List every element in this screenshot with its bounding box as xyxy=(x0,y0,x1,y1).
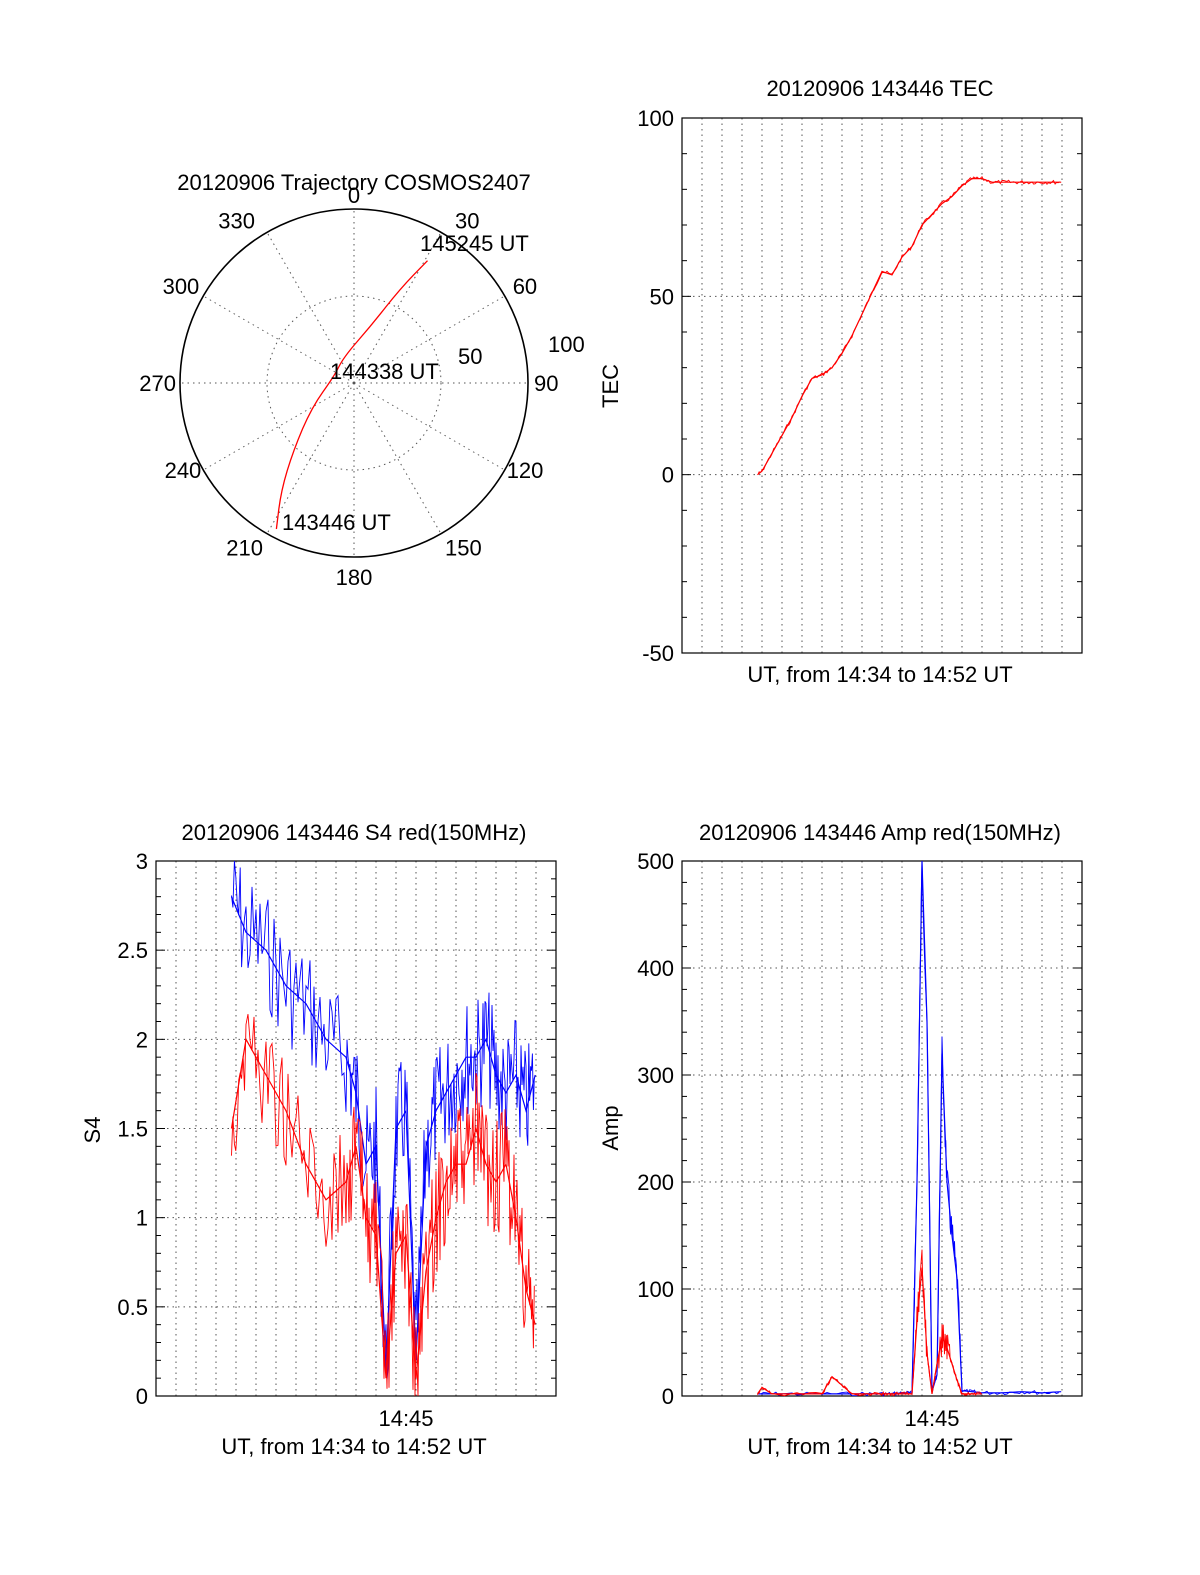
ytick-label: 0 xyxy=(136,1384,148,1409)
polar-labels: 0 30 60 90 120 150 180 210 240 270 300 330 50 100 1452… xyxy=(139,183,584,590)
ytick-label: 300 xyxy=(637,1063,674,1088)
polar-track xyxy=(275,260,428,530)
polar-grid xyxy=(179,208,529,558)
series-noise-1 xyxy=(757,1249,982,1397)
s4-ylabel: S4 xyxy=(80,1117,105,1144)
ytick-label: 2.5 xyxy=(117,938,148,963)
tec-ylabel: TEC xyxy=(598,364,623,408)
polar-angle-label-210: 210 xyxy=(226,536,263,561)
annotation-start-time: 143446 UT xyxy=(282,510,391,535)
ytick-label: 1 xyxy=(136,1206,148,1231)
ytick-label: 3 xyxy=(136,849,148,874)
polar-spoke-60 xyxy=(353,295,505,384)
polar-spoke-210 xyxy=(266,382,355,534)
polar-spoke-300 xyxy=(203,295,355,384)
ytick-label: 0.5 xyxy=(117,1295,148,1320)
ytick-label: 200 xyxy=(637,1170,674,1195)
ytick-label: 400 xyxy=(637,956,674,981)
annotation-mid-time: 144338 UT xyxy=(330,359,439,384)
tec-plot: 20120906 143446 TEC UT, from 14:34 to 14… xyxy=(598,76,1083,687)
amp-xlabel: UT, from 14:34 to 14:52 UT xyxy=(747,1434,1012,1459)
polar-angle-label-120: 120 xyxy=(507,458,544,483)
polar-spoke-120 xyxy=(353,382,505,471)
polar-spoke-240 xyxy=(203,382,355,471)
tec-title: 20120906 143446 TEC xyxy=(766,76,993,101)
series-noise-0 xyxy=(757,175,1060,476)
xtick-label: 14:45 xyxy=(904,1406,959,1431)
amp-plot: 20120906 143446 Amp red(150MHz) UT, from… xyxy=(598,820,1083,1459)
series-noise-1 xyxy=(231,1014,535,1397)
s4-plot-body: 0 0.5 1 1.5 2 2.5 3 14:45 xyxy=(117,849,557,1431)
amp-plot-body: 0 100 200 300 400 500 14:45 xyxy=(637,849,1083,1431)
s4-plot: 20120906 143446 S4 red(150MHz) UT, from … xyxy=(80,820,557,1459)
ytick-label: 100 xyxy=(637,1277,674,1302)
polar-angle-label-90: 90 xyxy=(534,371,558,396)
series-line-0 xyxy=(757,178,1062,476)
polar-radial-label-100: 100 xyxy=(548,332,585,357)
polar-title: 20120906 Trajectory COSMOS2407 xyxy=(177,170,530,195)
polar-angle-label-300: 300 xyxy=(163,274,200,299)
polar-radial-label-50: 50 xyxy=(458,344,482,369)
ytick-label: 50 xyxy=(650,284,674,309)
amp-title: 20120906 143446 Amp red(150MHz) xyxy=(699,820,1061,845)
plot-frame xyxy=(681,860,1083,1397)
trajectory-polar-plot: 20120906 Trajectory COSMOS2407 0 30 60 90 12… xyxy=(139,170,584,590)
series-noise-0 xyxy=(757,860,1059,1397)
ytick-label: 0 xyxy=(662,463,674,488)
tec-plot-body: -50 0 50 100 xyxy=(637,106,1083,666)
series-noise-0 xyxy=(231,860,535,1381)
polar-outer-circle xyxy=(179,208,529,558)
trajectory-path xyxy=(275,260,428,530)
polar-spoke-150 xyxy=(353,382,442,534)
series-line-0 xyxy=(230,896,536,1370)
amp-ylabel: Amp xyxy=(598,1105,623,1150)
s4-xlabel: UT, from 14:34 to 14:52 UT xyxy=(221,1434,486,1459)
ytick-label: 1.5 xyxy=(117,1117,148,1142)
polar-angle-label-150: 150 xyxy=(445,536,482,561)
ytick-label: 2 xyxy=(136,1027,148,1052)
tec-xlabel: UT, from 14:34 to 14:52 UT xyxy=(747,662,1012,687)
ytick-label: -50 xyxy=(642,641,674,666)
polar-angle-label-240: 240 xyxy=(165,458,202,483)
series-line-1 xyxy=(757,1267,982,1395)
polar-spoke-30 xyxy=(353,232,442,384)
polar-angle-label-60: 60 xyxy=(513,274,537,299)
polar-angle-label-0: 0 xyxy=(348,183,360,208)
polar-angle-label-270: 270 xyxy=(139,371,176,396)
xtick-label: 14:45 xyxy=(378,1406,433,1431)
plot-frame xyxy=(681,117,1083,654)
series-line-1 xyxy=(230,1037,536,1379)
ytick-label: 0 xyxy=(662,1384,674,1409)
polar-ring-50 xyxy=(266,295,442,471)
polar-angle-label-30: 30 xyxy=(455,208,479,233)
ytick-label: 100 xyxy=(637,106,674,131)
s4-title: 20120906 143446 S4 red(150MHz) xyxy=(182,820,527,845)
polar-angle-label-180: 180 xyxy=(336,565,373,590)
ytick-label: 500 xyxy=(637,849,674,874)
series-line-0 xyxy=(757,860,1062,1395)
annotation-end-time: 145245 UT xyxy=(420,231,529,256)
polar-angle-label-330: 330 xyxy=(218,208,255,233)
polar-spoke-330 xyxy=(266,232,355,384)
